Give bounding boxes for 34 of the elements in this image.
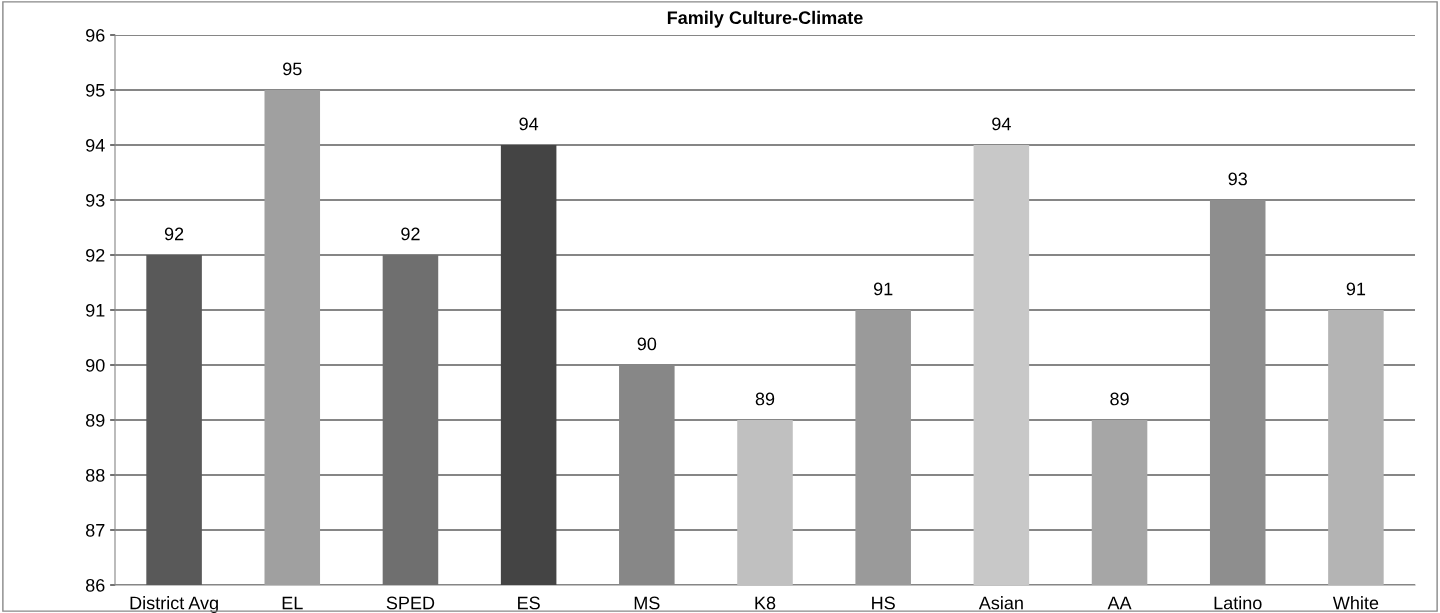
- y-tick-label: 87: [85, 523, 105, 537]
- chart-title: Family Culture-Climate: [667, 10, 863, 28]
- data-label: 91: [1346, 282, 1366, 296]
- y-tick-label: 92: [86, 248, 105, 262]
- data-label: 92: [164, 227, 184, 241]
- x-tick-label: District Avg: [130, 596, 218, 613]
- x-tick-label: SPED: [386, 596, 435, 610]
- data-label: 95: [283, 62, 302, 76]
- y-tick-label: 86: [85, 578, 105, 592]
- x-tick-label: HS: [872, 596, 895, 610]
- y-tick-label: 91: [86, 303, 105, 317]
- x-tick-label: Latino: [1214, 596, 1262, 610]
- data-label: 94: [992, 117, 1011, 131]
- data-label: 91: [873, 282, 893, 296]
- x-tick-label: Asian: [978, 596, 1023, 610]
- x-tick-label: White: [1332, 596, 1379, 610]
- data-label: 90: [637, 337, 657, 351]
- y-tick-label: 95: [86, 83, 105, 97]
- y-tick-label: 96: [86, 28, 105, 42]
- data-label: 92: [401, 227, 420, 241]
- x-tick-label: MS: [634, 596, 660, 610]
- data-label: 93: [1228, 172, 1247, 186]
- y-tick-label: 89: [85, 413, 105, 427]
- x-tick-label: K8: [755, 596, 776, 610]
- data-label: 89: [1110, 392, 1129, 406]
- x-tick-label: EL: [282, 596, 303, 610]
- x-tick-label: AA: [1107, 596, 1132, 610]
- data-label: 94: [519, 117, 539, 131]
- y-tick-label: 88: [85, 468, 105, 482]
- y-tick-label: 94: [86, 138, 105, 152]
- y-tick-label: 90: [86, 358, 105, 372]
- x-tick-label: ES: [518, 596, 540, 610]
- y-tick-label: 93: [86, 193, 105, 207]
- data-label: 89: [755, 392, 775, 406]
